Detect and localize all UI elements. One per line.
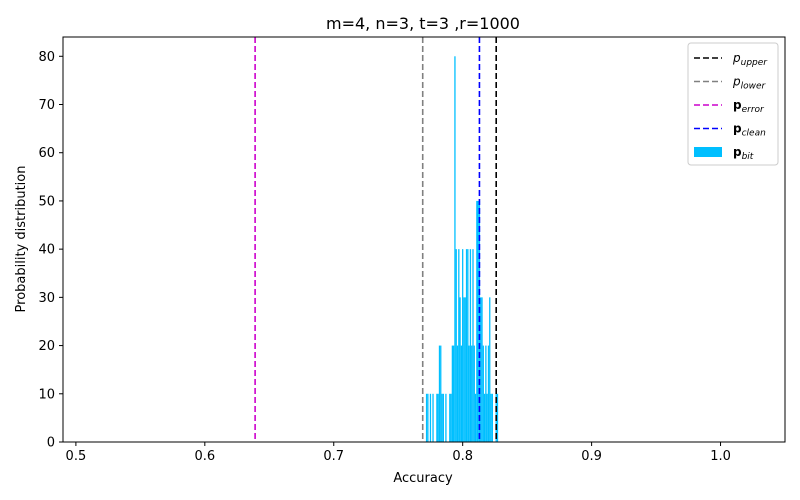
histogram-bar — [459, 297, 461, 442]
plot-area — [425, 56, 499, 442]
y-tick-label: 60 — [38, 146, 55, 161]
histogram-bar — [480, 297, 482, 442]
histogram-bar — [462, 249, 464, 442]
histogram-bar — [465, 249, 468, 442]
histogram-bar — [445, 393, 447, 442]
y-tick-label: 30 — [38, 291, 55, 306]
plot-frame — [62, 36, 786, 443]
histogram-bar — [427, 393, 429, 442]
histogram-bar — [438, 345, 441, 442]
histogram-bar — [440, 345, 442, 442]
y-tick-label: 0 — [47, 436, 55, 451]
legend: pupper plower perror pclean pbit — [687, 42, 779, 166]
chart-title: m=4, n=3, t=3 ,r=1000 — [326, 14, 520, 33]
legend-label: pupper — [732, 51, 768, 68]
legend-swatch — [694, 147, 722, 157]
histogram-bar — [487, 345, 490, 442]
x-tick-label: 1.0 — [710, 449, 731, 464]
histogram-bar — [473, 345, 475, 442]
histogram-bar — [476, 200, 478, 442]
histogram-bar — [453, 345, 455, 442]
legend-frame — [687, 42, 779, 166]
histogram-bar — [468, 345, 470, 442]
histogram-bar — [436, 393, 438, 442]
y-tick-label: 40 — [38, 243, 55, 258]
histogram-bar — [454, 56, 456, 442]
histogram-bar — [429, 393, 432, 442]
histogram-bar — [463, 297, 465, 442]
y-axis-ticks: 0 10 20 30 40 50 60 70 80 — [38, 50, 63, 451]
histogram-bar — [449, 393, 451, 442]
histogram-bar — [469, 249, 472, 442]
histogram-bar — [456, 345, 459, 442]
histogram-bar — [451, 345, 454, 442]
histogram-bar — [437, 393, 439, 442]
histogram-bar — [458, 249, 460, 442]
histogram-bar — [474, 393, 477, 442]
x-tick-label: 0.7 — [323, 449, 344, 464]
histogram-bar — [455, 249, 457, 442]
histogram-bar — [441, 393, 443, 442]
histogram-bar — [450, 393, 452, 442]
histogram-bar — [485, 345, 487, 442]
histogram-bar — [491, 393, 493, 442]
y-tick-label: 20 — [38, 339, 55, 354]
y-axis-label: Probability distribution — [14, 166, 29, 313]
histogram-bar — [425, 393, 428, 442]
histogram-bar — [464, 297, 466, 442]
histogram-bar — [460, 345, 463, 442]
histogram-bar — [489, 297, 491, 442]
histogram-bar — [496, 393, 499, 442]
x-tick-label: 0.6 — [194, 449, 215, 464]
x-tick-label: 0.5 — [66, 449, 87, 464]
histogram-bar — [442, 393, 444, 442]
histogram-bar — [472, 249, 474, 442]
histogram-bar — [471, 345, 473, 442]
legend-items: pupper plower perror pclean pbit — [694, 51, 768, 162]
y-tick-label: 10 — [38, 387, 55, 402]
histogram-bar — [467, 249, 469, 442]
histogram-bar — [482, 345, 484, 442]
histogram-bar — [432, 393, 434, 442]
legend-label: plower — [732, 75, 767, 92]
histogram-bar — [481, 297, 483, 442]
histogram-bar — [483, 393, 486, 442]
x-axis-label: Accuracy — [393, 471, 453, 486]
y-tick-label: 70 — [38, 98, 55, 113]
x-tick-label: 0.8 — [452, 449, 473, 464]
y-tick-label: 80 — [38, 50, 55, 65]
histogram-bar — [486, 393, 488, 442]
reference-lines — [254, 37, 498, 442]
x-axis-ticks: 0.5 0.6 0.7 0.8 0.9 1.0 — [66, 442, 731, 464]
legend-label: pclean — [733, 122, 766, 139]
y-tick-label: 50 — [38, 194, 55, 209]
legend-label: perror — [733, 98, 765, 115]
histogram-bar — [490, 393, 492, 442]
histogram-bar — [477, 200, 479, 442]
legend-label: pbit — [733, 145, 754, 162]
x-tick-label: 0.9 — [581, 449, 602, 464]
